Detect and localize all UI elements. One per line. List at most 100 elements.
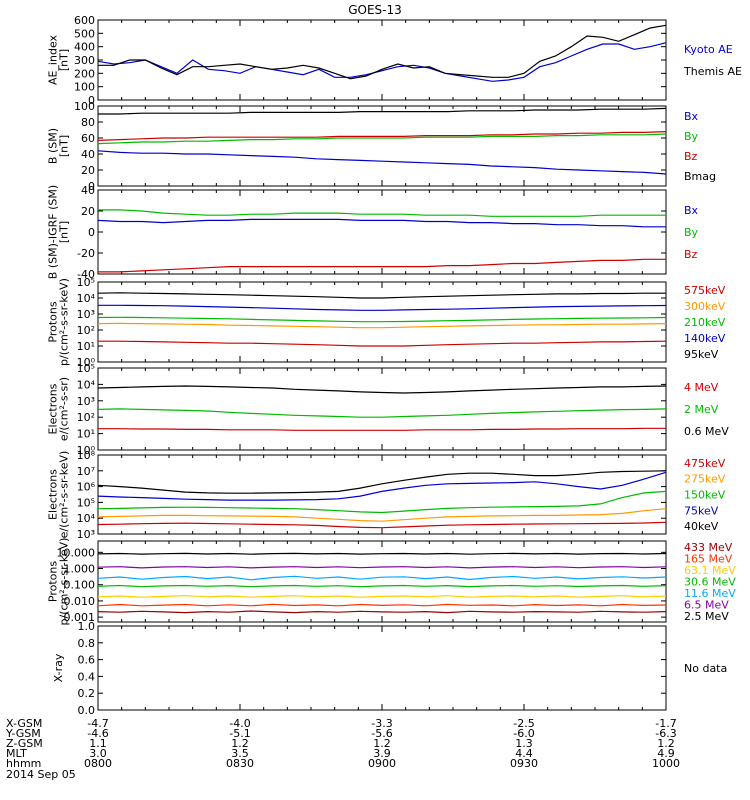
footer-value: -4.7 xyxy=(87,717,108,730)
footer-row-label: X-GSM xyxy=(6,717,42,730)
legend-label: 300keV xyxy=(684,300,726,313)
y-axis-label: p/(cm²-s-sr-keV) xyxy=(58,278,71,366)
legend-label: 165 MeV xyxy=(684,552,733,565)
series-line-2.5-mev xyxy=(97,552,667,555)
series-line-95kev xyxy=(97,292,666,299)
legend-label: By xyxy=(684,226,699,239)
footer-value: -1.7 xyxy=(655,717,676,730)
y-tick-label: -20 xyxy=(77,247,95,260)
y-tick-label: 0 xyxy=(88,94,95,107)
series-line-by xyxy=(98,209,666,217)
footer-value: 3.9 xyxy=(373,747,391,760)
legend-label: 11.6 MeV xyxy=(684,587,736,600)
footer-value: 1.2 xyxy=(231,737,249,750)
chart-title: GOES-13 xyxy=(348,3,402,17)
series-line-210kev xyxy=(97,316,667,323)
panel-frame xyxy=(97,367,667,451)
footer-value: 3.5 xyxy=(231,747,249,760)
footer-value: 0830 xyxy=(226,757,254,770)
legend-label: 150keV xyxy=(684,489,726,502)
legend-label: Kyoto AE xyxy=(684,43,733,56)
series-line-0.6-mev xyxy=(97,385,667,394)
footer-value: 1.2 xyxy=(373,737,391,750)
footer-value: -4.6 xyxy=(87,727,108,740)
series-line-4-mev xyxy=(98,427,666,431)
y-tick-label: 100 xyxy=(74,100,95,113)
y-tick-label: 10¹ xyxy=(77,428,95,441)
series-line-bx xyxy=(97,218,666,228)
y-tick-label: 200 xyxy=(74,67,95,80)
panel-electrons-kev: 10³ 10⁴ 10⁵ 10⁶ 10⁷ 10⁸ Electronse/(cm²-s-sr-k… xyxy=(47,449,726,541)
y-axis-label: e/(cm²-s-sr) xyxy=(58,377,71,441)
legend-label: 6.5 MeV xyxy=(684,599,729,612)
series-line-6.5-mev xyxy=(97,566,667,569)
series-line-bmag xyxy=(98,107,667,115)
y-tick-label: 100 xyxy=(74,81,95,94)
legend-label: Bmag xyxy=(684,170,716,183)
footer-value: 0900 xyxy=(368,757,396,770)
series-line-by xyxy=(97,133,667,145)
series-line-300kev xyxy=(97,322,667,329)
legend-label: 433 MeV xyxy=(684,541,733,554)
y-tick-label: 10⁸ xyxy=(77,449,96,462)
footer-value: -3.3 xyxy=(371,717,392,730)
series-line-475kev xyxy=(97,521,667,529)
legend-label: No data xyxy=(684,662,727,675)
y-axis-label: p/(cm²-s-sr-keV) xyxy=(58,538,71,626)
footer-row-label: hhmm xyxy=(6,757,41,770)
y-tick-label: 0.2 xyxy=(78,687,96,700)
series-line-bz xyxy=(97,131,667,141)
y-tick-label: 10³ xyxy=(77,395,95,408)
y-tick-label: 0.001 xyxy=(64,611,96,624)
y-axis-label: e/(cm²-s-sr-keV) xyxy=(58,451,71,539)
footer-value: -5.6 xyxy=(371,727,392,740)
y-tick-label: 300 xyxy=(74,54,95,67)
legend-label: 75keV xyxy=(684,504,719,517)
legend-label: Bz xyxy=(684,150,698,163)
footer-row-label: MLT xyxy=(6,747,27,760)
legend-label: 0.6 MeV xyxy=(684,425,729,438)
legend-label: 475keV xyxy=(684,457,726,470)
y-tick-label: 10⁴ xyxy=(77,292,96,305)
y-tick-label: 10² xyxy=(77,411,95,424)
y-tick-label: 10¹ xyxy=(77,340,95,353)
footer-value: -2.5 xyxy=(513,717,534,730)
series-line-150kev xyxy=(97,490,667,514)
series-line-30.6-mev xyxy=(97,584,667,588)
legend-label: Bx xyxy=(684,204,699,217)
legend-label: 2.5 MeV xyxy=(684,610,729,623)
y-tick-label: 10⁶ xyxy=(77,481,96,494)
legend-label: 275keV xyxy=(684,473,726,486)
legend-label: Bz xyxy=(684,248,698,261)
y-tick-label: 10⁴ xyxy=(77,512,96,525)
y-axis-label: AE_index xyxy=(47,34,60,85)
y-axis-label: [nT] xyxy=(58,49,71,71)
y-tick-label: 40 xyxy=(81,184,95,197)
legend-label: By xyxy=(684,130,699,143)
series-line-433-mev xyxy=(97,610,667,614)
footer-value: 0930 xyxy=(510,757,538,770)
legend-label: 95keV xyxy=(684,348,719,361)
y-axis-label: B (SM) xyxy=(47,128,60,164)
footer-row-label: Z-GSM xyxy=(6,737,43,750)
y-tick-label: 1.000 xyxy=(64,563,96,576)
y-axis-label: Protons xyxy=(47,561,60,602)
series-line-165-mev xyxy=(97,603,667,607)
y-tick-label: 10⁰ xyxy=(77,444,96,457)
y-tick-label: 10⁵ xyxy=(77,362,95,375)
footer-value: -4.0 xyxy=(229,717,250,730)
y-tick-label: 0.0 xyxy=(78,704,96,717)
y-tick-label: 10² xyxy=(77,324,95,337)
y-axis-label: [nT] xyxy=(58,221,71,243)
panel-frame xyxy=(97,19,667,101)
footer-value: -6.0 xyxy=(513,727,534,740)
series-line-575kev xyxy=(98,340,667,347)
legend-label: 4 MeV xyxy=(684,381,719,394)
y-tick-label: 0.8 xyxy=(78,637,96,650)
y-tick-label: 0 xyxy=(88,226,95,239)
legend-label: 40keV xyxy=(684,520,719,533)
y-axis-label: Electrons xyxy=(47,469,60,520)
y-tick-label: 80 xyxy=(81,116,95,129)
